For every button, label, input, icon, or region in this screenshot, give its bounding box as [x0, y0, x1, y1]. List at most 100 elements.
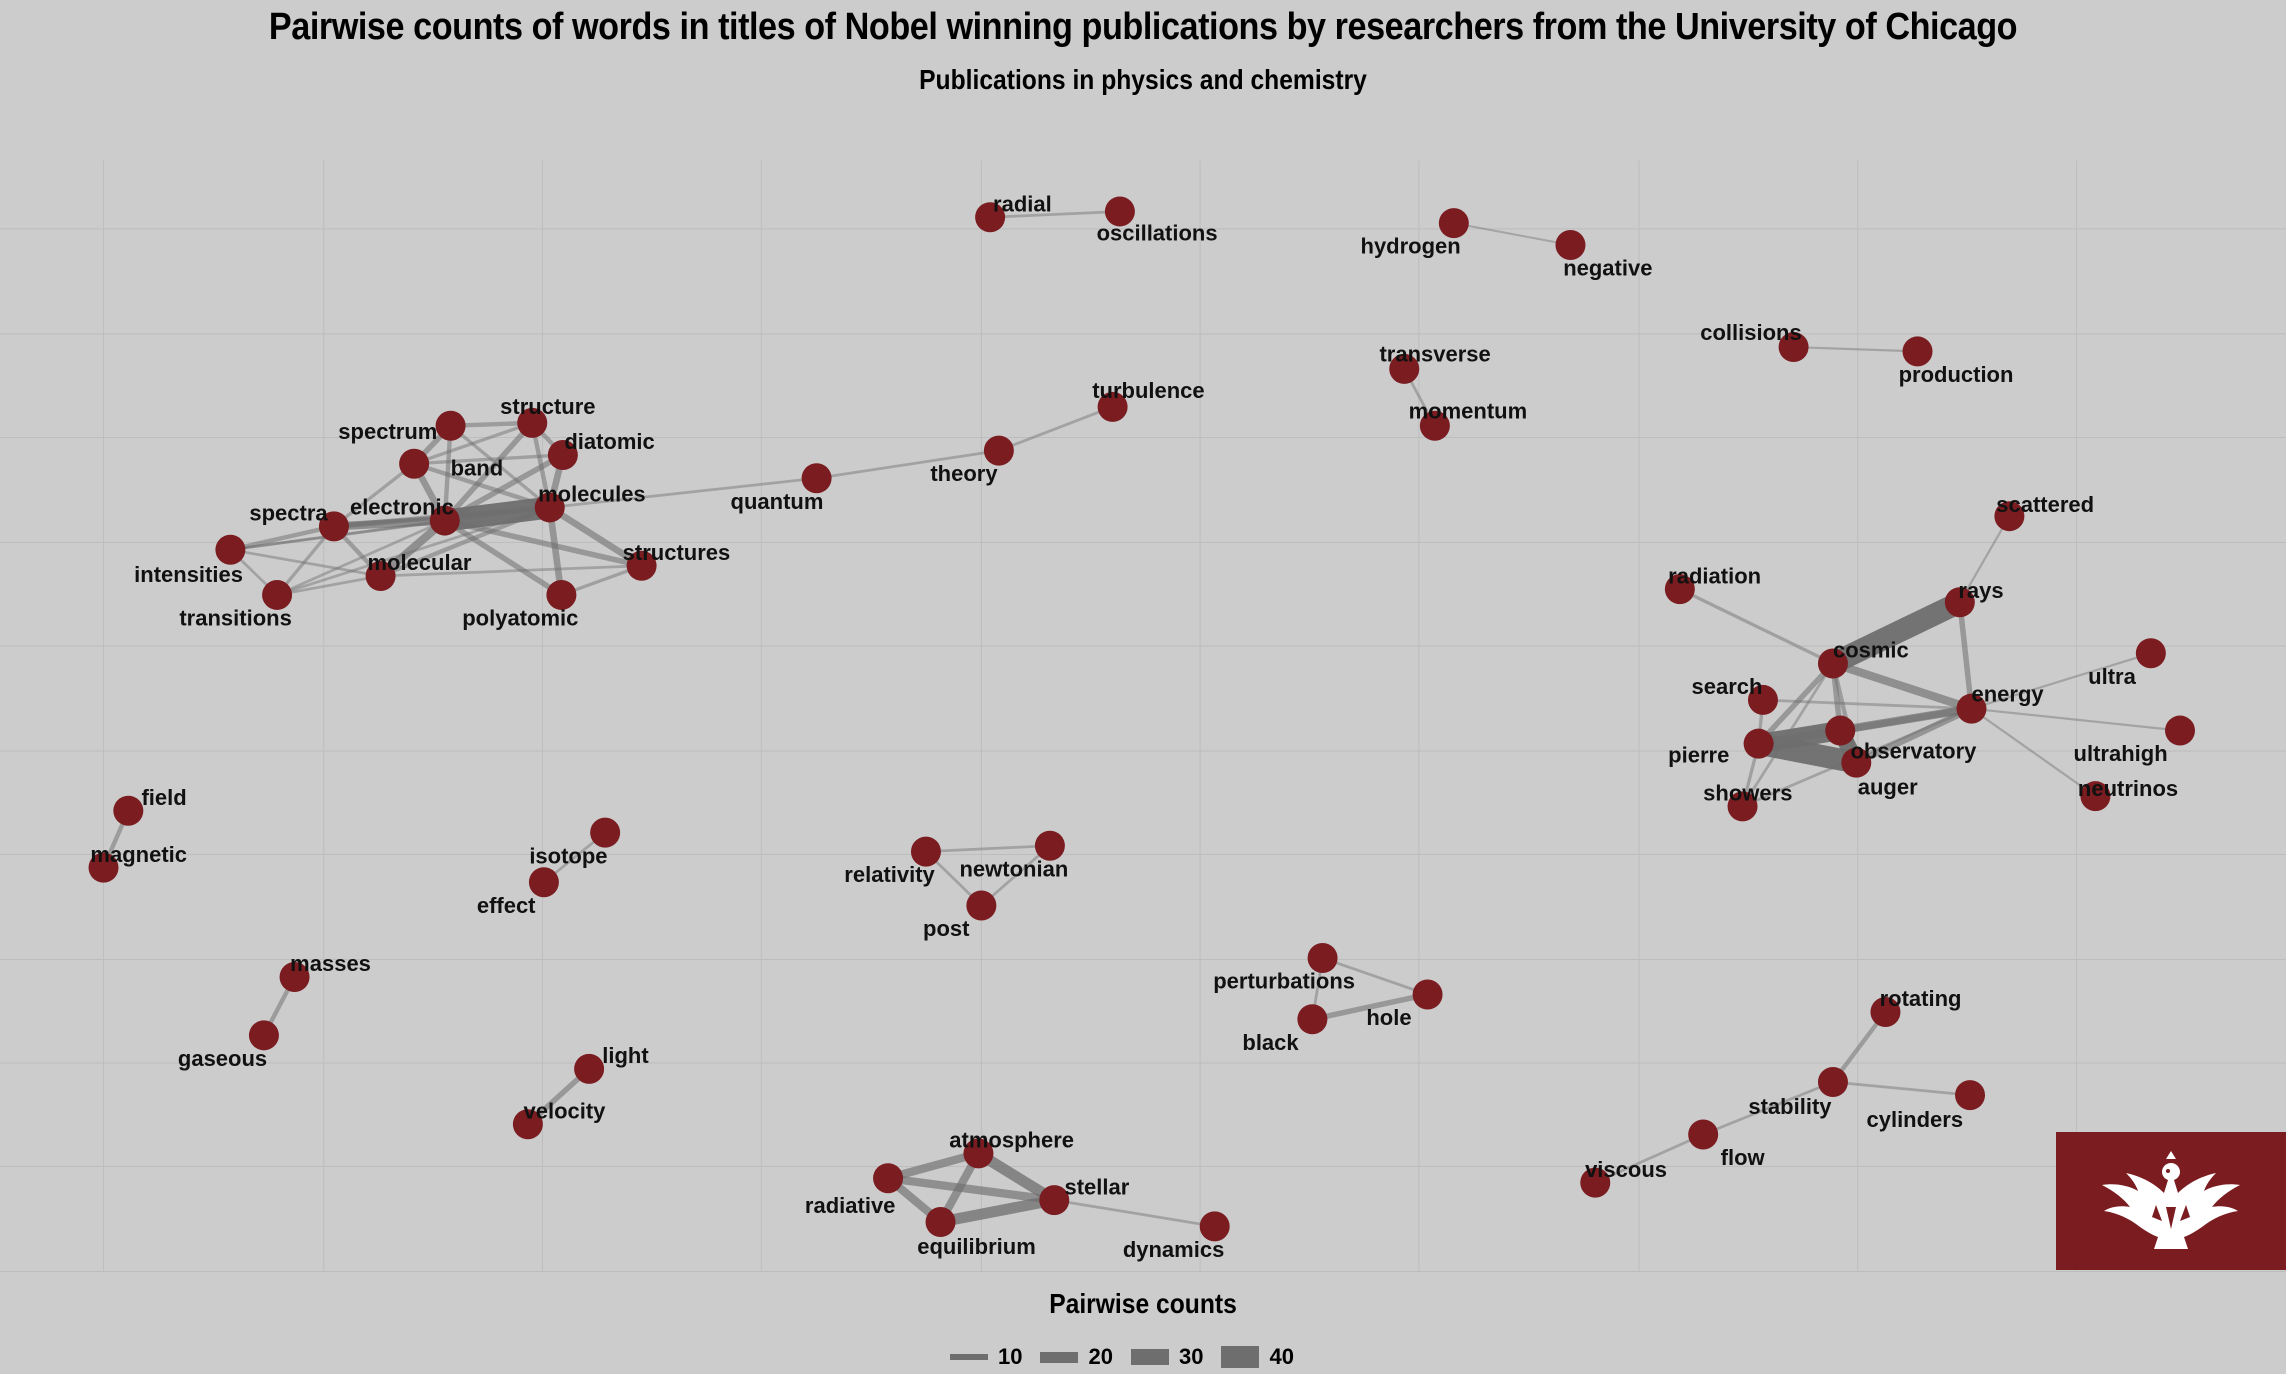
edge-stellar-radiative [887, 1174, 1055, 1205]
label-layer: radial oscillations hydrogen negative collis… [90, 191, 2178, 1262]
university-logo [2056, 1132, 2286, 1270]
node-label-neutrinos: neutrinos [2078, 776, 2178, 801]
edge-black-hole [1311, 991, 1429, 1022]
node-hydrogen [1438, 208, 1469, 239]
legend-key-10: 10 [950, 1344, 1022, 1370]
node-observatory [1825, 715, 1856, 746]
node-label-gaseous: gaseous [178, 1046, 267, 1071]
edge-band-structure [413, 421, 533, 466]
edge-layer [101, 210, 2181, 1228]
edge-radial-oscillations [990, 210, 1120, 219]
node-label-relativity: relativity [844, 862, 935, 887]
node-label-ultrahigh: ultrahigh [2074, 741, 2168, 766]
edge-transitions-molecular [276, 574, 381, 597]
edge-cosmic-pierre [1756, 661, 1835, 746]
node-transverse [1389, 353, 1420, 384]
node-label-momentum: momentum [1409, 399, 1528, 424]
node-cylinders [1955, 1080, 1986, 1111]
edge-molecules-spectrum [449, 424, 551, 509]
node-post [966, 890, 997, 921]
node-structures [626, 550, 657, 581]
chart-subtitle: Publications in physics and chemistry [919, 64, 1367, 95]
legend-label-40: 40 [1269, 1344, 1294, 1369]
node-label-isotope: isotope [529, 843, 607, 868]
node-perturbations [1307, 943, 1338, 974]
node-label-cylinders: cylinders [1866, 1107, 1963, 1132]
edge-stability-flow [1702, 1080, 1834, 1136]
chart-title: Pairwise counts of words in titles of No… [268, 6, 2018, 48]
node-stellar [1039, 1185, 1070, 1216]
legend-swatch-40 [1221, 1346, 1260, 1368]
edge-stellar-dynamics [1054, 1198, 1215, 1228]
node-label-radial: radial [993, 191, 1052, 216]
node-label-viscous: viscous [1585, 1157, 1667, 1182]
node-label-radiative: radiative [805, 1193, 896, 1218]
edge-cosmic-auger [1830, 662, 1859, 764]
node-molecular [365, 560, 396, 591]
edge-molecules-band [413, 461, 551, 510]
edge-turbulence-theory [998, 405, 1114, 452]
edge-electronic-structures [444, 517, 643, 569]
node-oscillations [1104, 196, 1135, 227]
node-label-hydrogen: hydrogen [1361, 234, 1461, 259]
node-radiation [1664, 574, 1695, 605]
node-label-stellar: stellar [1064, 1174, 1129, 1199]
node-rotating [1870, 996, 1901, 1027]
edge-molecular-structures [380, 564, 642, 578]
edge-observatory-energy [1839, 705, 1973, 734]
edge-energy-ultra [1971, 652, 2152, 710]
node-viscous [1580, 1167, 1611, 1198]
node-effect [528, 867, 559, 898]
node-label-negative: negative [1563, 256, 1652, 281]
node-label-magnetic: magnetic [90, 842, 187, 867]
node-label-cosmic: cosmic [1833, 638, 1909, 663]
node-label-spectra: spectra [249, 501, 328, 526]
node-isotope [590, 817, 621, 848]
node-field [113, 795, 144, 826]
node-search [1747, 684, 1778, 715]
node-relativity [910, 836, 941, 867]
node-label-observatory: observatory [1850, 738, 1977, 763]
node-radial [975, 202, 1006, 233]
node-flow [1688, 1119, 1719, 1150]
node-label-energy: energy [1971, 681, 2044, 706]
edge-spectra-intensities [229, 524, 335, 552]
edge-search-energy [1762, 698, 1972, 711]
node-radiative [873, 1163, 904, 1194]
edge-cosmic-energy [1831, 659, 1973, 713]
node-label-molecular: molecular [367, 550, 471, 575]
node-velocity [512, 1109, 543, 1140]
node-label-hole: hole [1366, 1005, 1411, 1030]
legend-key-40: 40 [1221, 1344, 1294, 1370]
node-label-intensities: intensities [134, 562, 243, 587]
node-label-quantum: quantum [731, 489, 824, 514]
node-spectra [318, 511, 349, 542]
node-label-band: band [451, 455, 504, 480]
node-pierre [1743, 728, 1774, 759]
edge-stability-cylinders [1832, 1080, 1971, 1097]
edge-band-diatomic [414, 453, 563, 466]
edge-rays-energy [1957, 601, 1975, 709]
edge-band-spectra [332, 462, 416, 528]
node-layer [88, 196, 2196, 1242]
node-black [1297, 1004, 1328, 1035]
node-transitions [262, 579, 293, 610]
node-label-light: light [602, 1043, 649, 1068]
node-label-transverse: transverse [1379, 342, 1490, 367]
node-magnetic [88, 852, 119, 883]
node-label-electronic: electronic [350, 495, 454, 520]
node-label-oscillations: oscillations [1097, 221, 1218, 246]
edge-quantum-molecules [549, 476, 817, 509]
node-neutrinos [2080, 781, 2111, 812]
node-band [399, 448, 430, 479]
node-cosmic [1817, 648, 1848, 679]
node-turbulence [1097, 391, 1128, 422]
node-production [1902, 336, 1933, 367]
edge-atmosphere-radiative [886, 1149, 980, 1183]
node-label-flow: flow [1721, 1145, 1766, 1170]
node-label-atmosphere: atmosphere [949, 1128, 1074, 1153]
node-label-equilibrium: equilibrium [917, 1234, 1036, 1259]
node-equilibrium [925, 1206, 956, 1237]
node-electronic [429, 505, 460, 536]
edge-cosmic-rays [1828, 592, 1965, 674]
